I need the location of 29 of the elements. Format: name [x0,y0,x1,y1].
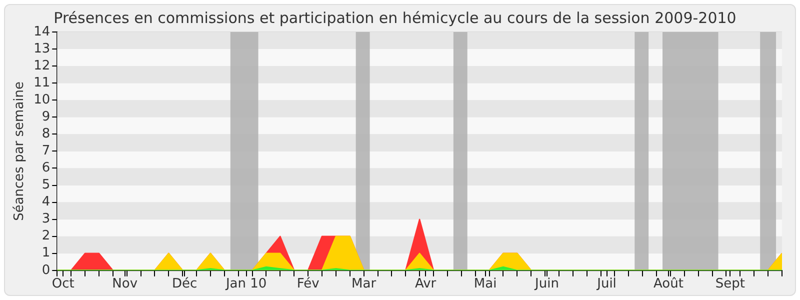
y-tick-label: 14 [34,24,50,40]
y-tick-label: 7 [42,144,50,159]
y-tick-label: 0 [42,262,50,278]
y-tick-label: 1 [42,246,50,261]
y-tick-label: 9 [42,110,50,125]
y-tick-label: 11 [34,75,50,90]
x-tick-label: Juin [534,276,559,292]
x-tick-label: Mai [474,276,497,292]
y-tick-label: 3 [42,212,50,227]
x-tick-label: Fév [296,276,320,292]
x-tick-label: Août [654,276,684,292]
y-tick-label: 8 [42,126,50,142]
y-tick-label: 5 [42,178,50,193]
x-tick-label: Jan 10 [224,276,267,292]
y-tick-label: 6 [42,160,50,176]
x-tick-label: Oct [52,276,74,292]
y-tick-label: 13 [34,41,50,56]
x-tick-label: Sept [715,276,746,292]
x-tick-label: Mar [352,276,377,292]
y-tick-label: 4 [42,194,50,210]
x-tick-label: Juil [596,276,616,292]
x-tick-label: Déc [172,276,198,292]
y-tick-label: 2 [42,228,50,244]
y-axis-title: Séances par semaine [12,81,28,221]
x-tick-label: Nov [112,276,138,292]
x-tick-label: Avr [414,276,437,292]
chart-title: Présences en commissions et participation en hémicycle au cours de la session 2009-2010 [54,8,736,27]
y-tick-label: 12 [34,58,50,74]
y-tick-label: 10 [34,92,50,108]
